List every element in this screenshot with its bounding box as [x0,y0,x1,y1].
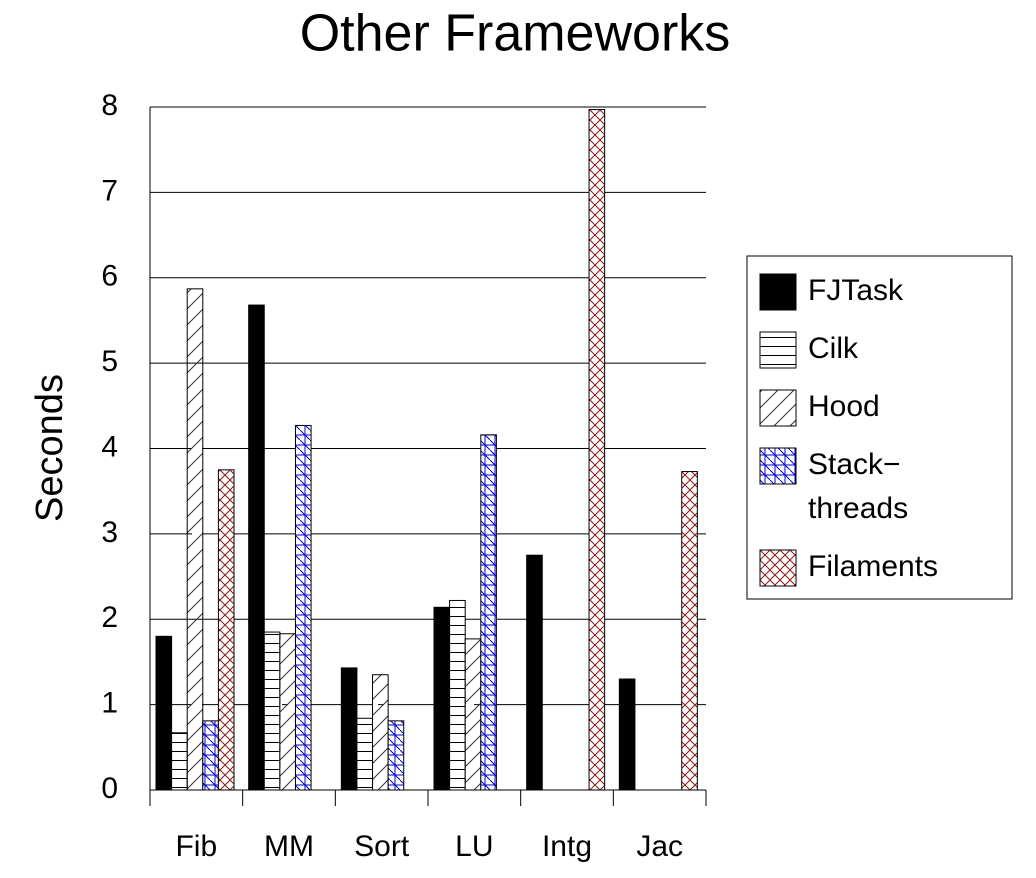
bar [526,554,543,791]
bar [248,304,265,791]
x-tick-label: Fib [175,830,217,863]
bar [464,638,482,791]
y-tick-label: 8 [101,89,118,122]
bar [588,109,606,791]
bar [372,674,389,791]
bar [186,288,204,791]
x-tick-label: Sort [354,830,410,863]
x-tick-label: Intg [542,830,592,863]
bar [263,631,281,791]
bar [279,633,296,791]
legend-swatch [759,273,797,311]
y-tick-label: 7 [101,174,118,207]
bar [340,667,358,791]
legend-label: Filaments [808,550,938,583]
bar [433,606,451,791]
legend-label: FJTask [808,274,904,307]
bar [449,599,466,791]
legend-swatch [759,549,797,587]
bar [480,434,497,791]
bar [155,635,173,791]
bar [171,732,188,791]
chart-title: Other Frameworks [300,5,731,63]
legend-label: Hood [808,390,880,423]
y-tick-label: 4 [101,430,118,463]
bar [202,720,219,791]
x-tick-label: Jac [636,830,683,863]
bar [294,424,312,791]
x-tick-label: MM [264,830,314,863]
bar [387,720,405,791]
bar [681,471,698,791]
legend-box [746,255,1013,600]
y-tick-label: 2 [101,601,118,634]
legend-label: Cilk [808,332,859,365]
y-tick-label: 5 [101,345,118,378]
bar [217,469,235,791]
y-tick-label: 6 [101,260,118,293]
y-axis-label: Seconds [29,374,71,522]
legend-swatch [759,447,797,485]
bar [618,678,636,791]
y-tick-label: 0 [101,772,118,805]
legend-swatch [759,389,797,427]
legend-label: Stack− threads [808,448,908,525]
bar [356,717,374,791]
x-tick-label: LU [455,830,493,863]
y-tick-label: 1 [101,687,118,720]
y-tick-label: 3 [101,516,118,549]
legend-swatch [759,331,797,369]
